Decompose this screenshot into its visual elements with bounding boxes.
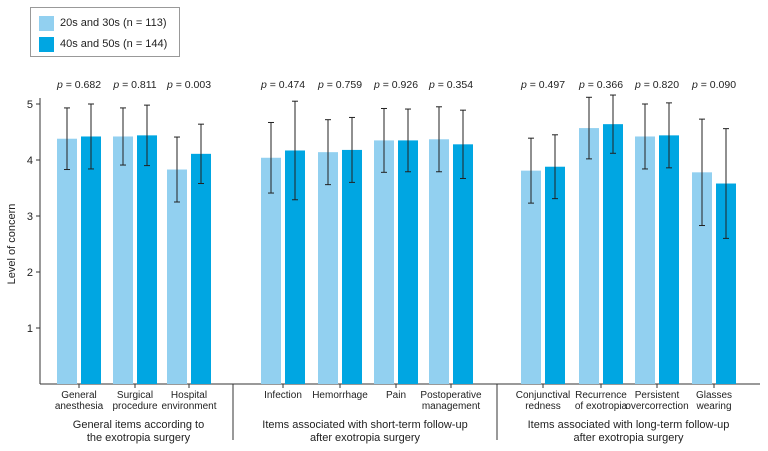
bar (398, 140, 418, 384)
bar (429, 139, 449, 384)
x-tick-label: Glasses (696, 390, 732, 401)
legend-item-40s-50s: 40s and 50s (n = 144) (39, 35, 167, 53)
y-tick-label: 2 (27, 267, 33, 279)
x-tick-label: management (422, 401, 481, 412)
x-tick-label: anesthesia (55, 401, 104, 412)
x-tick-label: wearing (695, 401, 731, 412)
y-axis-label: Level of concern (6, 204, 18, 285)
p-value-label: p = 0.759 (317, 79, 362, 91)
bar (579, 128, 599, 384)
group-title: after exotropia surgery (573, 432, 684, 444)
x-tick-label: redness (525, 401, 561, 412)
y-tick-label: 5 (27, 99, 33, 111)
y-tick-label: 4 (27, 155, 33, 167)
x-tick-label: Hospital (171, 390, 207, 401)
p-value-label: p = 0.354 (428, 79, 473, 91)
bar (261, 157, 281, 384)
group-title: Items associated with long-term follow-u… (528, 419, 730, 431)
bar (318, 152, 338, 384)
legend-swatch-40s-50s (39, 36, 54, 52)
legend-label-40s-50s: 40s and 50s (n = 144) (60, 38, 168, 50)
bar (81, 136, 101, 384)
bar (374, 140, 394, 384)
x-tick-label: Infection (264, 390, 302, 401)
p-value-label: p = 0.811 (112, 79, 156, 91)
bar (545, 166, 565, 384)
bar (137, 135, 157, 384)
p-value-label: p = 0.366 (578, 79, 623, 91)
x-tick-label: General (61, 390, 97, 401)
p-value-label: p = 0.497 (520, 79, 565, 91)
x-tick-label: environment (161, 401, 216, 412)
x-tick-label: Surgical (117, 390, 153, 401)
bar (692, 172, 712, 384)
bar (167, 169, 187, 384)
bar (635, 136, 655, 384)
x-tick-label: Conjunctival (516, 390, 570, 401)
bar (285, 150, 305, 384)
bar (603, 124, 623, 384)
x-tick-label: Persistent (635, 390, 680, 401)
y-tick-label: 1 (27, 323, 33, 335)
legend: 20s and 30s (n = 113) 40s and 50s (n = 1… (30, 7, 180, 57)
bar (659, 135, 679, 384)
bar (342, 149, 362, 384)
y-tick-label: 3 (27, 211, 33, 223)
group-title: Items associated with short-term follow-… (262, 419, 467, 431)
p-value-label: p = 0.003 (166, 79, 211, 91)
p-value-label: p = 0.090 (691, 79, 736, 91)
x-tick-label: procedure (112, 401, 157, 412)
p-value-label: p = 0.926 (373, 79, 418, 91)
group-title: General items according to (73, 419, 204, 431)
bar (453, 144, 473, 384)
bar (521, 170, 541, 384)
p-value-label: p = 0.474 (260, 79, 305, 91)
legend-item-20s-30s: 20s and 30s (n = 113) (39, 14, 167, 32)
x-tick-label: Pain (386, 390, 406, 401)
x-tick-label: Recurrence (575, 390, 627, 401)
x-tick-label: overcorrection (625, 401, 688, 412)
x-tick-label: Postoperative (420, 390, 482, 401)
bar (57, 138, 77, 384)
p-value-label: p = 0.682 (56, 79, 101, 91)
x-tick-label: of exotropia (575, 401, 628, 412)
p-value-label: p = 0.820 (634, 79, 679, 91)
x-tick-label: Hemorrhage (312, 390, 368, 401)
legend-label-20s-30s: 20s and 30s (n = 113) (60, 17, 167, 29)
bar (716, 183, 736, 384)
group-title: after exotropia surgery (310, 432, 421, 444)
bar (113, 136, 133, 384)
group-title: the exotropia surgery (87, 432, 191, 444)
bar (191, 153, 211, 384)
legend-swatch-20s-30s (39, 15, 54, 31)
